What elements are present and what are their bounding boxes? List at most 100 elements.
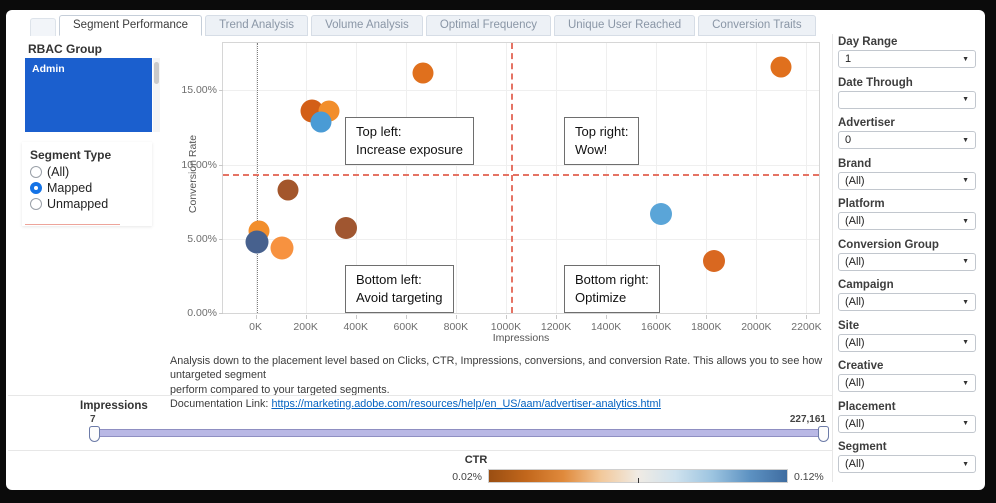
filter-panel: Day Range 1 ▼ Date Through ▼ Advertiser 0 ▼ Bran… [838, 36, 976, 473]
filter-dropdown-brand[interactable]: (All) ▼ [838, 171, 976, 190]
documentation-link[interactable]: https://marketing.adobe.com/resources/he… [271, 397, 661, 410]
chevron-down-icon: ▼ [962, 177, 969, 184]
scatter-point[interactable] [310, 111, 332, 133]
tab-volume-analysis[interactable]: Volume Analysis [311, 15, 423, 36]
x-tick-label: 1600K [641, 321, 672, 333]
impressions-slider-track[interactable] [89, 426, 829, 442]
radio-icon[interactable] [30, 182, 42, 194]
radio-icon[interactable] [30, 166, 42, 178]
filter-value: 1 [845, 53, 852, 65]
filter-dropdown-segment[interactable]: (All) ▼ [838, 455, 976, 473]
scatter-point[interactable] [245, 230, 269, 254]
x-gridline [556, 43, 558, 313]
chevron-down-icon: ▼ [962, 136, 969, 144]
rbac-group-list[interactable]: Admin [25, 58, 152, 132]
x-gridline [806, 43, 808, 313]
filter-segment: Segment (All) ▼ [838, 441, 976, 473]
rbac-group-title: RBAC Group [28, 42, 102, 56]
chevron-down-icon: ▼ [962, 55, 969, 63]
filter-dropdown-date-through[interactable]: ▼ [838, 90, 976, 109]
scatter-point[interactable] [412, 62, 434, 84]
scatter-point[interactable] [650, 202, 673, 225]
tab-segment-performance[interactable]: Segment Performance [59, 15, 203, 36]
filter-dropdown-campaign[interactable]: (All) ▼ [838, 293, 976, 311]
x-tick-mark [255, 315, 257, 319]
filter-dropdown-creative[interactable]: (All) ▼ [838, 374, 976, 392]
y-gridline [223, 238, 819, 240]
segment-type-option-mapped[interactable]: Mapped [30, 181, 144, 195]
filter-brand: Brand (All) ▼ [838, 158, 976, 190]
chevron-down-icon: ▼ [962, 258, 969, 265]
scatter-plot[interactable]: 0K 200K 400K 600K 800K 1000K 1200K 1400K 1600K 18… [181, 42, 822, 333]
x-tick-mark [706, 315, 708, 319]
impressions-slider-handle-max[interactable] [818, 426, 829, 442]
chevron-down-icon: ▼ [962, 460, 969, 468]
tab-unique-user-reached[interactable]: Unique User Reached [553, 15, 696, 36]
filter-dropdown-advertiser[interactable]: 0 ▼ [838, 131, 976, 149]
x-tick-label: 2200K [791, 321, 822, 333]
radio-icon[interactable] [30, 198, 42, 210]
x-tick-mark [806, 315, 808, 319]
impressions-slider-handle-min[interactable] [89, 426, 100, 442]
scatter-point[interactable] [334, 217, 357, 240]
filter-dropdown-platform[interactable]: (All) ▼ [838, 212, 976, 230]
x-tick-mark [756, 315, 758, 319]
filter-label: Platform [838, 198, 885, 210]
divider-above-ctr [8, 450, 832, 451]
rbac-scrollbar-thumb[interactable] [154, 62, 159, 84]
scatter-point[interactable] [770, 56, 792, 78]
filter-dropdown-day-range[interactable]: 1 ▼ [838, 50, 976, 68]
annotation-bottom-right: Bottom right: Optimize [564, 265, 660, 314]
filter-label: Site [838, 319, 860, 332]
rbac-group-item-admin[interactable]: Admin [32, 63, 65, 75]
filter-value: (All) [845, 377, 865, 389]
impressions-slider-title: Impressions [80, 400, 148, 412]
x-tick-label: 1800K [691, 321, 722, 333]
ctr-legend-min: 0.02% [452, 471, 482, 483]
filter-dropdown-placement[interactable]: (All) ▼ [838, 414, 976, 433]
chevron-down-icon: ▼ [962, 420, 969, 427]
chevron-down-icon: ▼ [962, 217, 969, 225]
scatter-point[interactable] [702, 250, 725, 273]
segment-type-option-all[interactable]: (All) [30, 165, 144, 179]
scatter-point[interactable] [270, 236, 294, 260]
y-gridline [223, 164, 819, 166]
impressions-slider-max: 227,161 [789, 414, 826, 425]
x-tick-label: 1000K [490, 321, 522, 333]
description-line2: perform compared to your targeted segmen… [170, 383, 390, 396]
ctr-legend-max: 0.12% [794, 471, 824, 483]
y-tick-label: 15.00% [181, 84, 217, 97]
tab-trend-analysis[interactable]: Trend Analysis [205, 15, 309, 36]
annotation-text: Avoid targeting [356, 290, 443, 306]
x-tick-label: 1200K [540, 321, 572, 333]
tab-optimal-frequency[interactable]: Optimal Frequency [425, 15, 551, 36]
filter-value: (All) [845, 255, 865, 268]
filter-label: Campaign [838, 279, 894, 291]
radio-label: Unmapped [47, 197, 109, 211]
annotation-title: Bottom right: [575, 272, 649, 287]
tab-conversion-traits[interactable]: Conversion Traits [698, 15, 816, 36]
dashboard: Segment Performance Trend Analysis Volume … [6, 10, 985, 490]
x-tick-mark [656, 315, 658, 319]
x-tick-label: 2000K [741, 321, 772, 333]
x-tick-mark [556, 315, 558, 319]
scatter-point[interactable] [277, 179, 299, 201]
segment-type-filter: Segment Type (All) Mapped Unmapped [22, 142, 152, 226]
y-gridline [223, 90, 819, 92]
rbac-scrollbar[interactable] [153, 58, 160, 132]
x-tick-mark [505, 315, 507, 319]
x-tick-mark [355, 315, 357, 319]
filter-value: 0 [845, 134, 852, 146]
divider-above-slider [8, 395, 832, 396]
x-tick-mark [606, 315, 608, 319]
chevron-down-icon: ▼ [962, 379, 969, 387]
annotation-text: Optimize [575, 290, 627, 306]
radio-label: (All) [47, 165, 70, 179]
segment-type-option-unmapped[interactable]: Unmapped [30, 197, 144, 211]
chevron-down-icon: ▼ [962, 298, 969, 306]
filter-dropdown-site[interactable]: (All) ▼ [838, 333, 976, 352]
ctr-legend-title: CTR [464, 454, 488, 466]
x-gridline [405, 43, 407, 313]
filter-dropdown-conversion-group[interactable]: (All) ▼ [838, 252, 976, 271]
annotation-title: Bottom left: [356, 272, 422, 287]
